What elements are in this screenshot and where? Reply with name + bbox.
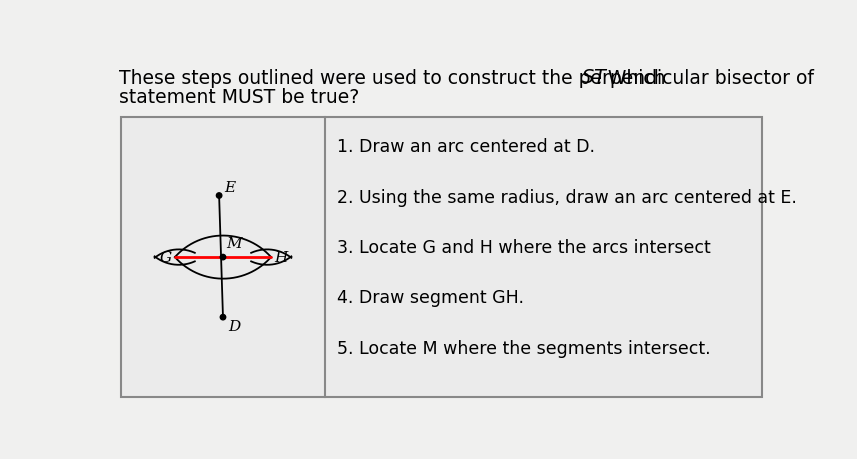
Text: 5. Locate M where the segments intersect.: 5. Locate M where the segments intersect… <box>337 339 710 357</box>
Text: G: G <box>159 251 172 264</box>
Circle shape <box>220 255 225 260</box>
Text: statement MUST be true?: statement MUST be true? <box>119 87 359 106</box>
Text: These steps outlined were used to construct the perpendicular bisector of: These steps outlined were used to constr… <box>119 69 819 88</box>
Circle shape <box>220 315 225 320</box>
Text: H: H <box>274 251 287 264</box>
Text: M: M <box>226 237 242 251</box>
Text: $\mathit{ST}$: $\mathit{ST}$ <box>581 69 609 87</box>
Circle shape <box>217 193 222 199</box>
Text: 3. Locate G and H where the arcs intersect: 3. Locate G and H where the arcs interse… <box>337 239 710 257</box>
Text: E: E <box>225 180 236 195</box>
Bar <box>121 118 762 397</box>
Text: 4. Draw segment GH.: 4. Draw segment GH. <box>337 289 524 307</box>
Text: 1. Draw an arc centered at D.: 1. Draw an arc centered at D. <box>337 138 595 156</box>
Text: 2. Using the same radius, draw an arc centered at E.: 2. Using the same radius, draw an arc ce… <box>337 188 796 206</box>
Text: . Which: . Which <box>596 69 666 88</box>
Text: D: D <box>229 319 241 333</box>
